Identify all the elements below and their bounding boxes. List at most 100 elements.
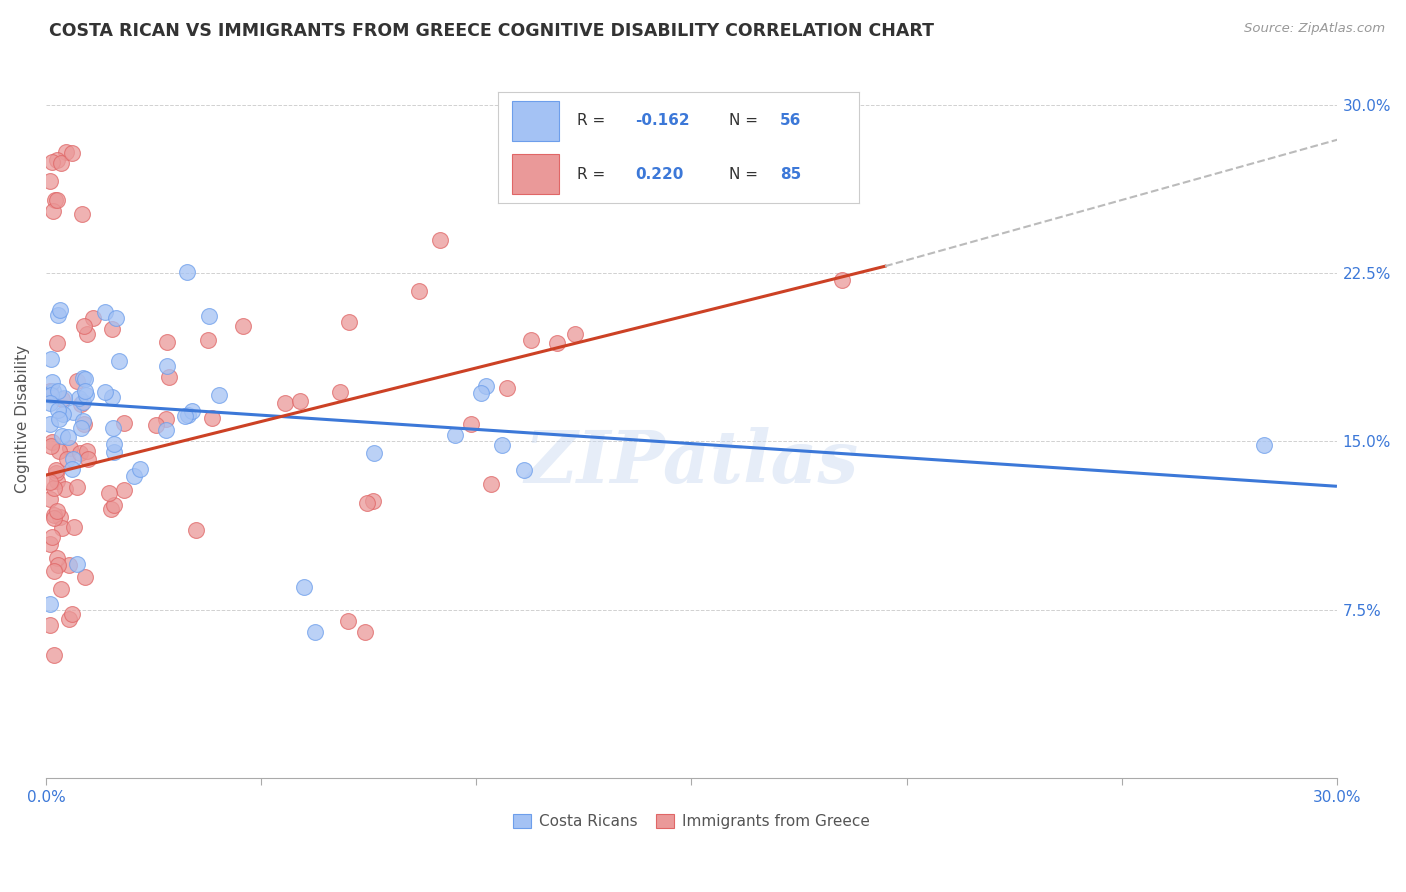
Point xyxy=(46,384,69,398)
Text: COSTA RICAN VS IMMIGRANTS FROM GREECE COGNITIVE DISABILITY CORRELATION CHART: COSTA RICAN VS IMMIGRANTS FROM GREECE CO… xyxy=(49,22,934,40)
Point xyxy=(44,564,66,578)
Point xyxy=(101,420,124,434)
Point xyxy=(41,530,63,544)
Point xyxy=(831,273,853,287)
Point xyxy=(39,598,62,612)
Point xyxy=(46,558,69,572)
Point xyxy=(73,372,96,386)
Point xyxy=(39,384,62,398)
Point xyxy=(39,388,62,402)
Point xyxy=(46,551,69,566)
Point xyxy=(274,396,297,410)
Point xyxy=(408,285,430,299)
Point xyxy=(41,375,63,389)
Point xyxy=(39,439,62,453)
Point xyxy=(519,333,541,347)
Point xyxy=(66,557,89,571)
Point xyxy=(45,153,67,167)
Point xyxy=(103,437,125,451)
Point xyxy=(46,308,69,322)
Point xyxy=(77,452,100,467)
Point xyxy=(184,523,207,537)
Point xyxy=(39,417,62,431)
Point xyxy=(58,612,80,626)
Point xyxy=(290,393,312,408)
Point xyxy=(363,445,385,459)
Point xyxy=(56,452,79,467)
Point xyxy=(56,430,79,444)
Point xyxy=(82,311,104,326)
Point xyxy=(49,155,72,169)
Point xyxy=(69,421,91,435)
Point xyxy=(45,504,67,518)
Point xyxy=(45,335,67,350)
Point xyxy=(104,310,127,325)
Point xyxy=(73,570,96,584)
Point xyxy=(337,614,360,628)
Point xyxy=(58,442,80,456)
Point xyxy=(46,402,69,417)
Point xyxy=(58,558,80,572)
Point xyxy=(304,625,326,640)
Point xyxy=(145,418,167,433)
Point xyxy=(63,520,86,534)
Point xyxy=(155,411,177,425)
Point xyxy=(51,392,73,406)
Point xyxy=(52,407,75,421)
Point xyxy=(49,582,72,596)
Text: ZIPatlas: ZIPatlas xyxy=(524,426,859,498)
Point xyxy=(157,370,180,384)
Point xyxy=(122,468,145,483)
Point xyxy=(75,388,97,402)
Point xyxy=(353,625,375,640)
Point xyxy=(198,309,221,323)
Point xyxy=(173,409,195,423)
Point xyxy=(39,396,62,410)
Point xyxy=(66,374,89,388)
Point xyxy=(49,509,72,524)
Point xyxy=(39,352,62,367)
Point xyxy=(70,207,93,221)
Point xyxy=(479,477,502,491)
Point xyxy=(339,315,361,329)
Point xyxy=(197,333,219,347)
Point xyxy=(60,607,83,622)
Point xyxy=(94,305,117,319)
Point xyxy=(155,423,177,437)
Point xyxy=(460,417,482,431)
Point xyxy=(108,354,131,368)
Point xyxy=(44,193,66,207)
Point xyxy=(51,521,73,535)
Point xyxy=(69,446,91,460)
Point xyxy=(51,429,73,443)
Point xyxy=(512,463,534,477)
Point xyxy=(53,482,76,496)
Point xyxy=(39,491,62,506)
Point xyxy=(52,391,75,405)
Point xyxy=(39,536,62,550)
Point xyxy=(112,483,135,498)
Point xyxy=(100,502,122,516)
Point xyxy=(496,381,519,395)
Point xyxy=(361,494,384,508)
Point xyxy=(103,498,125,512)
Point xyxy=(76,326,98,341)
Point xyxy=(128,461,150,475)
Point xyxy=(45,474,67,488)
Point xyxy=(72,395,94,409)
Point xyxy=(156,335,179,350)
Point xyxy=(55,145,77,160)
Point xyxy=(98,486,121,500)
Point xyxy=(1253,438,1275,452)
Point xyxy=(48,443,70,458)
Point xyxy=(60,146,83,161)
Point xyxy=(41,203,63,218)
Point xyxy=(94,385,117,400)
Point xyxy=(100,390,122,404)
Point xyxy=(73,417,96,432)
Point xyxy=(232,319,254,334)
Point xyxy=(180,404,202,418)
Point xyxy=(75,384,97,398)
Point xyxy=(292,580,315,594)
Point xyxy=(42,648,65,662)
